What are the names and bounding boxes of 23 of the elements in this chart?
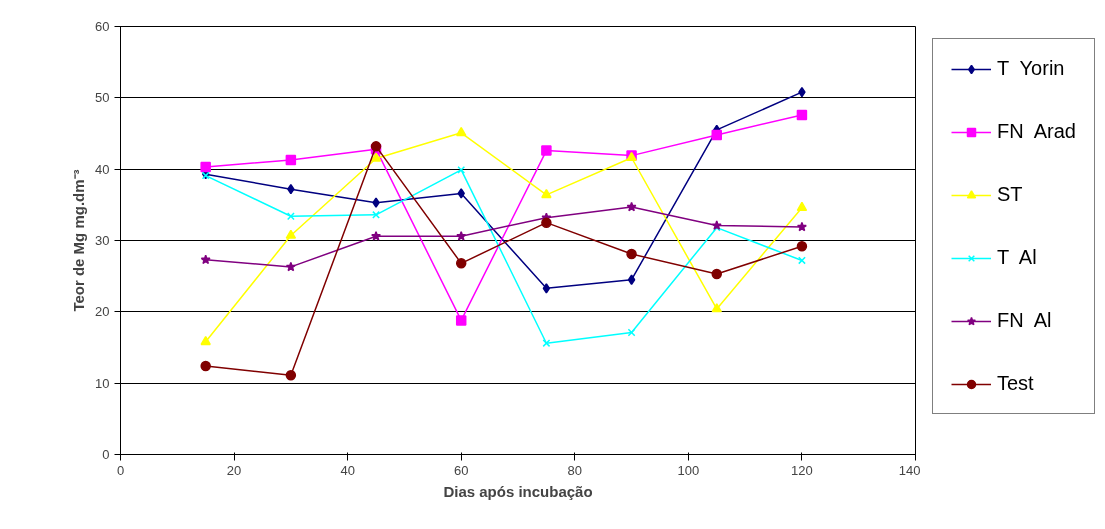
y-tick-label: 60: [95, 19, 110, 34]
legend-label: T Al: [997, 246, 1037, 269]
legend-label: Test: [997, 372, 1034, 395]
x-tick-label: 120: [791, 462, 813, 478]
x-tick-label: 100: [677, 462, 700, 478]
legend-label: FN Arad: [997, 120, 1076, 143]
legend-label: T Yorin: [997, 57, 1065, 80]
x-tick-label: 140: [898, 462, 921, 478]
x-axis-title: Dias após incubação: [443, 482, 593, 500]
x-tick-label: 0: [116, 462, 125, 478]
y-tick-label: 30: [95, 233, 110, 248]
legend-label: FN Al: [997, 309, 1052, 332]
y-tick-label: 40: [95, 161, 110, 177]
x-tick-label: 20: [226, 462, 242, 478]
y-tick-label: 10: [95, 375, 110, 391]
x-tick-label: 40: [340, 462, 355, 478]
y-axis-title: Teor de Mg mg.dm⁻³: [70, 169, 88, 312]
y-tick-label: 0: [102, 447, 110, 462]
x-tick-label: 60: [453, 462, 469, 478]
x-tick-label: 80: [567, 462, 583, 478]
legend-label: ST: [997, 183, 1023, 206]
y-tick-label: 50: [95, 90, 110, 106]
y-tick-label: 20: [95, 304, 110, 320]
